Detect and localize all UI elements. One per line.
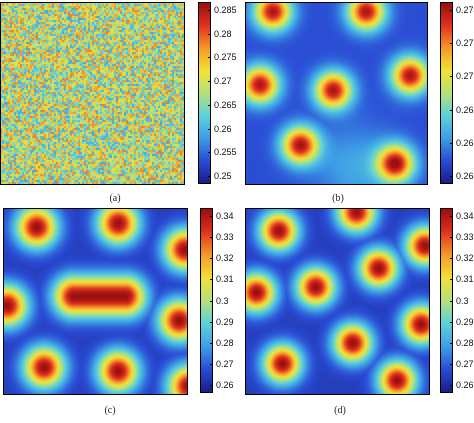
colorbar-tick-mark [210,237,213,238]
colorbar-tick-mark [208,10,211,11]
caption-a: (a) [109,193,121,204]
colorbar-tick-mark [208,81,211,82]
colorbar-tick-mark [210,385,213,386]
colorbar-tick-label: 0.34 [456,211,474,221]
colorbar-tick-label: 0.268 [456,105,474,115]
colorbar-tick-label: 0.26 [214,124,232,134]
colorbar-tick-mark [450,10,453,11]
colorbar-tick-mark [210,322,213,323]
colorbar-tick-label: 0.25 [214,171,232,181]
colorbar-tick-label: 0.27 [456,71,474,81]
colorbar-tick-mark [210,301,213,302]
colorbar-tick-mark [208,152,211,153]
colorbar-tick-label: 0.27 [456,359,474,369]
colorbar-tick-mark [210,343,213,344]
colorbar-tick-mark [210,216,213,217]
colorbar-tick-mark [450,301,453,302]
colorbar-tick-label: 0.274 [456,5,474,15]
colorbar-tick-mark [450,258,453,259]
colorbar-tick-label: 0.29 [456,317,474,327]
colorbar-tick-label: 0.31 [456,274,474,284]
colorbar-tick-label: 0.266 [456,138,474,148]
colorbar-tick-label: 0.27 [214,76,232,86]
colorbar-tick-mark [450,76,453,77]
colorbar-d [440,208,453,393]
colorbar-tick-label: 0.33 [216,232,234,242]
colorbar-tick-mark [450,279,453,280]
colorbar-tick-mark [450,343,453,344]
colorbar-tick-label: 0.3 [456,296,469,306]
colorbar-tick-label: 0.27 [216,359,234,369]
colorbar-tick-label: 0.265 [214,100,237,110]
colorbar-tick-mark [208,34,211,35]
colorbar-tick-mark [208,57,211,58]
colorbar-tick-mark [450,43,453,44]
colorbar-tick-mark [450,237,453,238]
colorbar-tick-label: 0.264 [456,171,474,181]
colorbar-tick-label: 0.32 [456,253,474,263]
pattern-field-image [245,2,428,185]
colorbar-tick-label: 0.275 [214,52,237,62]
colorbar-tick-label: 0.3 [216,296,229,306]
colorbar-tick-mark [450,110,453,111]
colorbar-tick-label: 0.28 [214,29,232,39]
colorbar-tick-mark [208,176,211,177]
pattern-field-image [3,208,188,395]
caption-c: (c) [104,405,116,416]
colorbar-tick-label: 0.26 [216,380,234,390]
colorbar-tick-mark [208,105,211,106]
colorbar-tick-mark [450,364,453,365]
colorbar-tick-mark [210,258,213,259]
colorbar-tick-label: 0.32 [216,253,234,263]
colorbar-tick-label: 0.285 [214,5,237,15]
colorbar-tick-label: 0.28 [216,338,234,348]
colorbar-tick-label: 0.34 [216,211,234,221]
colorbar-b [440,2,453,184]
colorbar-tick-label: 0.29 [216,317,234,327]
colorbar-tick-label: 0.33 [456,232,474,242]
colorbar-tick-mark [450,176,453,177]
colorbar-tick-label: 0.255 [214,147,237,157]
caption-d: (d) [334,405,346,416]
colorbar-tick-mark [208,129,211,130]
caption-b: (b) [332,193,344,204]
colorbar-tick-label: 0.272 [456,38,474,48]
colorbar-tick-mark [450,216,453,217]
colorbar-c [200,208,213,393]
colorbar-tick-label: 0.28 [456,338,474,348]
colorbar-tick-mark [210,279,213,280]
colorbar-tick-mark [450,322,453,323]
colorbar-tick-mark [210,364,213,365]
colorbar-a [198,2,211,184]
noise-field-image [0,2,185,185]
colorbar-tick-label: 0.26 [456,380,474,390]
colorbar-tick-mark [450,385,453,386]
pattern-field-image [245,208,430,395]
colorbar-tick-mark [450,143,453,144]
colorbar-tick-label: 0.31 [216,274,234,284]
